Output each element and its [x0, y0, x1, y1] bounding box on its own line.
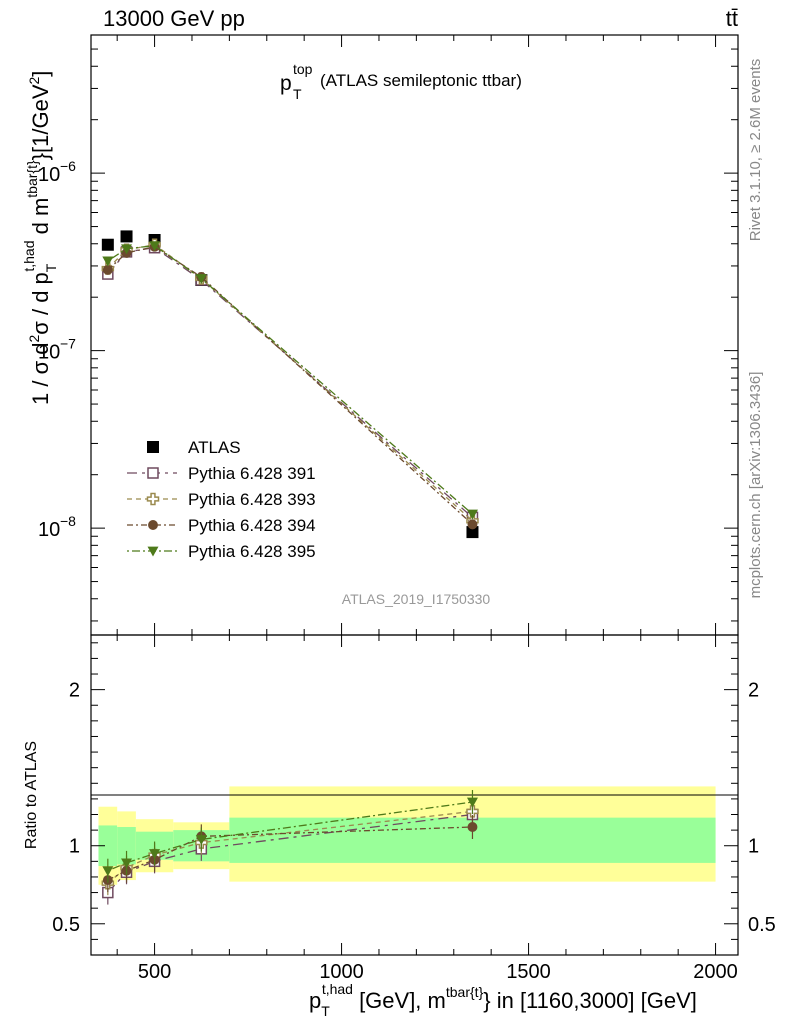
data-point	[102, 256, 114, 267]
y-tick-label-exponent: −6	[60, 158, 76, 174]
x-tick-label: 1500	[506, 961, 551, 983]
title-sup: top	[293, 61, 313, 77]
data-point	[121, 858, 133, 869]
y-tick-label-exponent: −8	[60, 513, 76, 529]
ratio-tick-label-right: 2	[748, 680, 759, 702]
ratio-tick-label-right: 1	[748, 836, 759, 858]
data-point	[195, 835, 207, 845]
svg-text:p: p	[280, 72, 292, 95]
legend-label: Pythia 6.428 393	[188, 490, 316, 509]
series-line	[107, 246, 473, 525]
data-point	[147, 441, 159, 453]
band-inner	[98, 825, 118, 867]
data-point	[148, 520, 158, 530]
x-tick-label: 1000	[319, 961, 364, 983]
x-tick-label: 2000	[693, 961, 738, 983]
data-point	[467, 822, 478, 832]
data-point	[147, 467, 159, 479]
header-left: 13000 GeV pp	[103, 6, 245, 31]
y-axis-ticks-main: 10−610−710−8	[38, 34, 738, 622]
y-tick-label-exponent: −7	[60, 336, 76, 352]
legend-label: Pythia 6.428 395	[188, 542, 316, 561]
svg-text:1 / σ d2σ / d pTt,had d mtbar{: 1 / σ d2σ / d pTt,had d mtbar{t}}[1/GeV2…	[21, 71, 59, 405]
ratio-tick-label-left: 2	[69, 680, 80, 702]
uncertainty-bands	[98, 786, 716, 885]
data-point	[466, 509, 478, 520]
svg-text:pTt,had [GeV], mtbar{t}} in [1: pTt,had [GeV], mtbar{t}} in [1160,3000] …	[309, 981, 697, 1019]
x-axis-label: pTt,had [GeV], mtbar{t}} in [1160,3000] …	[309, 981, 697, 1019]
y-axis-label-ratio: Ratio to ATLAS	[23, 741, 40, 849]
rivet-label: Rivet 3.1.10, ≥ 2.6M events	[747, 59, 764, 242]
data-point	[102, 264, 113, 275]
y-axis-label-main: 1 / σ d2σ / d pTt,had d mtbar{t}}[1/GeV2…	[21, 71, 59, 405]
legend-item: Pythia 6.428 395	[127, 542, 316, 561]
x-tick-label: 500	[138, 961, 171, 983]
title-p: p	[280, 72, 292, 95]
data-point	[121, 244, 133, 255]
ratio-tick-label-left: 1	[69, 836, 80, 858]
data-point	[149, 849, 161, 860]
data-point	[466, 797, 478, 808]
series-line	[107, 247, 473, 518]
data-point	[466, 526, 479, 539]
x-axis-ticks: 500 1000 1500 2000	[116, 35, 738, 983]
data-point	[102, 866, 114, 877]
legend-item: Pythia 6.428 394	[127, 516, 316, 535]
legend-label: Pythia 6.428 394	[188, 516, 316, 535]
data-point	[146, 492, 160, 506]
y-tick-label: 10	[38, 519, 60, 541]
legend-item: Pythia 6.428 393	[127, 490, 316, 509]
ratio-tick-label-right: 0.5	[748, 914, 776, 936]
series-ratio	[101, 790, 479, 905]
data-point	[101, 238, 114, 251]
data-point	[120, 230, 133, 243]
legend-item: Pythia 6.428 391	[127, 464, 316, 483]
series-main	[101, 230, 479, 539]
ratio-tick-label-left: 0.5	[52, 914, 80, 936]
analysis-watermark: ATLAS_2019_I1750330	[342, 591, 491, 607]
legend-item: ATLAS	[147, 438, 241, 457]
title-rest: (ATLAS semileptonic ttbar)	[320, 71, 522, 90]
legend: ATLAS Pythia 6.428 391 Pythia 6.428 393 Pyt…	[127, 438, 316, 561]
y-tick-label: 10	[38, 164, 60, 186]
title-sub: T	[293, 86, 302, 102]
mcplots-label: mcplots.cern.ch [arXiv:1306.3436]	[747, 372, 764, 599]
header-right: tt̄	[726, 6, 738, 31]
plot-title: p top T (ATLAS semileptonic ttbar)	[280, 61, 522, 102]
data-point	[467, 519, 478, 530]
y-axis-ticks-ratio: 0.5 0.5 1 1 2 2	[52, 642, 776, 940]
legend-label: ATLAS	[188, 438, 241, 457]
y-tick-label: 10	[38, 342, 60, 364]
band-inner	[117, 827, 136, 865]
data-point	[195, 274, 207, 284]
data-point	[149, 241, 161, 252]
ratio-frame	[90, 634, 739, 956]
legend-label: Pythia 6.428 391	[188, 464, 316, 483]
data-point	[147, 546, 159, 557]
